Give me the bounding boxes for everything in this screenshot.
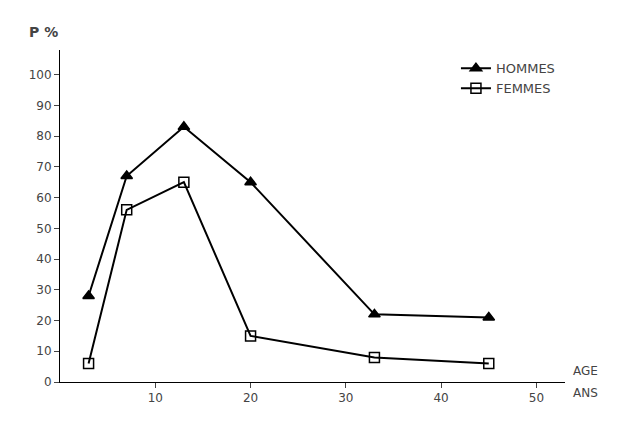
svg-text:ANS: ANS xyxy=(573,386,598,400)
svg-text:50: 50 xyxy=(36,222,51,236)
svg-text:60: 60 xyxy=(36,191,51,205)
svg-text:40: 40 xyxy=(36,252,51,266)
svg-text:100: 100 xyxy=(29,68,52,82)
svg-text:30: 30 xyxy=(36,283,51,297)
svg-text:10: 10 xyxy=(36,344,51,358)
svg-text:P %: P % xyxy=(29,24,58,40)
svg-text:AGE: AGE xyxy=(573,364,598,378)
svg-text:70: 70 xyxy=(36,160,51,174)
svg-text:40: 40 xyxy=(433,391,448,405)
svg-text:20: 20 xyxy=(243,391,258,405)
svg-text:HOMMES: HOMMES xyxy=(496,61,555,76)
svg-text:50: 50 xyxy=(529,391,544,405)
svg-text:10: 10 xyxy=(148,391,163,405)
svg-text:20: 20 xyxy=(36,314,51,328)
svg-text:80: 80 xyxy=(36,129,51,143)
svg-text:0: 0 xyxy=(44,375,52,389)
svg-text:90: 90 xyxy=(36,99,51,113)
svg-text:FEMMES: FEMMES xyxy=(496,81,551,96)
svg-text:30: 30 xyxy=(338,391,353,405)
